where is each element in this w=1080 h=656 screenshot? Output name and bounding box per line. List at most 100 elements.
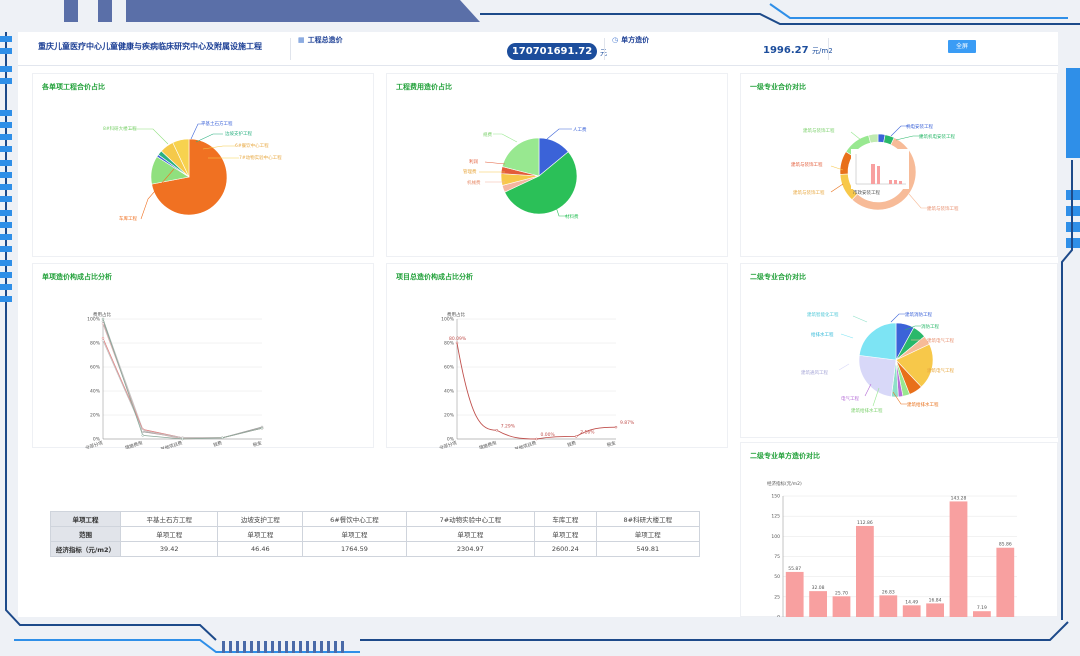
- x-tick-label: 规费: [566, 439, 577, 449]
- panel-item-cost-share: 各单项工程合价占比 车库工程 8#科研大楼工程 平基土石方工程 边坡支护工程 6…: [32, 73, 374, 257]
- pie-label: 建筑电气工程: [927, 367, 954, 374]
- pie-label: 建筑通风工程: [801, 369, 828, 376]
- table-row: 单项工程 平基土石方工程 边坡支护工程 6#餐饮中心工程 7#动物实验中心工程 车库工程 8…: [50, 511, 701, 527]
- y-axis-label: 费用占比: [447, 311, 465, 318]
- line-point: [101, 322, 105, 326]
- bar: [879, 595, 898, 617]
- y-tick-label: 150: [771, 494, 780, 500]
- line-point: [141, 434, 144, 437]
- y-tick-label: 80%: [444, 341, 455, 347]
- unit-cost-value: 1996.27: [763, 45, 809, 56]
- line-series: [102, 318, 263, 440]
- line-point: [614, 425, 618, 429]
- x-tick-label: 措施费用: [478, 439, 497, 449]
- pie-label: 6#餐饮中心工程: [235, 142, 269, 149]
- y-tick-label: 100%: [441, 317, 455, 323]
- panel-item-composition: 单项造价构成占比分析 费用占比 0% 20% 40% 60% 80% 100% 分部分项 措施…: [32, 263, 374, 475]
- table-row-header: 范围: [50, 526, 121, 542]
- pie-chart-item-cost: 车库工程 8#科研大楼工程 平基土石方工程 边坡支护工程 6#餐饮中心工程 7#…: [103, 120, 282, 222]
- y-tick-label: 60%: [90, 365, 101, 371]
- table-cell: 6#餐饮中心工程: [302, 511, 407, 527]
- unit-cost-value-wrap: 1996.27 元/m2: [763, 45, 833, 56]
- table-cell: 549.81: [595, 541, 701, 557]
- table-cell: 单项工程: [217, 526, 304, 542]
- pie-label: 建筑与装饰工程: [927, 205, 959, 212]
- line-point: [101, 336, 105, 340]
- pie-label: 材料费: [565, 213, 579, 220]
- bar-value-label: 112.86: [857, 520, 873, 526]
- divider: [604, 38, 605, 60]
- pie-label: 建筑与装饰工程: [793, 189, 825, 196]
- pie-label: 给排水工程: [811, 331, 834, 338]
- fullscreen-button[interactable]: 全屏: [948, 40, 976, 53]
- y-tick-label: 80%: [90, 341, 101, 347]
- data-label: 2.16%: [580, 429, 595, 435]
- pie-label: 建筑给排水工程: [851, 407, 883, 414]
- bar-value-label: 85.86: [999, 542, 1012, 548]
- panel-title: 一级专业合价对比: [750, 83, 806, 91]
- bar-value-label: 14.49: [905, 599, 918, 605]
- divider: [828, 38, 829, 60]
- y-tick-label: 100: [771, 534, 780, 540]
- pie-slice: [868, 133, 879, 144]
- y-tick-label: 125: [771, 514, 780, 520]
- line-point: [495, 429, 498, 432]
- y-tick-label: 20%: [90, 413, 101, 419]
- divider: [290, 38, 291, 60]
- table-cell: 车库工程: [534, 511, 597, 527]
- total-cost-unit: 元: [600, 48, 607, 58]
- y-tick-label: 20%: [444, 413, 455, 419]
- line-chart-item-composition: 费用占比 0%20%40%60%80%100%分部分项 措施费用 其他项目费 规费 税金…: [84, 311, 265, 475]
- table-cell: 8#科研大楼工程: [595, 511, 701, 527]
- line-point: [181, 437, 184, 441]
- pie-slice: [858, 322, 897, 361]
- bar-value-label: 55.87: [788, 566, 801, 572]
- panel-total-composition: 项目总造价构成占比分析 费用占比 0% 20% 40% 60% 80% 100% 分部分项措…: [386, 263, 728, 453]
- x-tick-label: 其他项目费: [160, 439, 184, 449]
- bar: [973, 611, 991, 617]
- y-tick-label: 75: [774, 554, 780, 560]
- line-point: [575, 435, 578, 438]
- x-tick-label: 其他项目费: [514, 439, 538, 449]
- unit-cost-label: 单方造价: [621, 36, 650, 44]
- pie-label: 机电安装工程: [906, 123, 933, 130]
- pie-label: 电气工程: [841, 395, 859, 402]
- dashboard-frame: 重庆儿童医疗中心儿童健康与疾病临床研究中心及附属设施工程 ▦ 工程总造价 1707…: [18, 32, 1058, 617]
- pie-label: 建筑与装饰工程: [803, 127, 835, 134]
- table-cell: 46.46: [217, 541, 304, 557]
- table-row: 范围 单项工程 单项工程 单项工程 单项工程 单项工程 单项工程: [50, 526, 701, 542]
- header-bar: 重庆儿童医疗中心儿童健康与疾病临床研究中心及附属设施工程 ▦ 工程总造价 1707…: [18, 32, 1058, 66]
- line-series: [456, 342, 617, 440]
- table-cell: 2304.97: [405, 541, 536, 557]
- bar: [856, 525, 874, 617]
- table-cell: 7#动物实验中心工程: [405, 511, 536, 527]
- pie-chart-fee: 人工费 材料费 机械费 管理费 利润 规费: [463, 126, 587, 220]
- pie-label: 建筑机电安装工程: [919, 133, 955, 140]
- table-row-header: 单项工程: [50, 511, 121, 527]
- unit-cost-unit: 元/m2: [812, 47, 833, 55]
- data-label: 9.87%: [620, 420, 635, 426]
- pie-label: 建筑与装饰工程: [791, 161, 823, 168]
- pie-slice: [858, 355, 897, 398]
- pie-label: 管理费: [463, 168, 477, 175]
- pie-chart-level2: 建筑消防工程 消防工程 建筑电气工程 建筑电气工程 建筑给排水工程 建筑给排水工…: [801, 311, 954, 414]
- data-label: 0.00%: [541, 432, 556, 438]
- panel-level2-unit-cost: 二级专业单方造价对比 经济指标(元/m2) 0 25 50 75 100 125 150 55…: [740, 442, 1058, 617]
- table-cell: 1764.59: [302, 541, 407, 557]
- line-point: [141, 429, 144, 432]
- line-series: [102, 318, 263, 439]
- line-series: [102, 323, 263, 440]
- y-tick-label: 50: [774, 574, 780, 580]
- panel-fee-share: 工程费用造价占比 人工费 材料费 机械费 管理费 利润 规费: [386, 73, 728, 257]
- x-tick-label: 税金: [606, 439, 617, 449]
- line-point: [101, 317, 105, 321]
- panel-title: 工程费用造价占比: [396, 83, 452, 91]
- item-index-table: 单项工程 平基土石方工程 边坡支护工程 6#餐饮中心工程 7#动物实验中心工程 车库工程 8…: [50, 511, 701, 557]
- line-point: [535, 437, 538, 441]
- donut-chart-level1: 机电安装工程 建筑机电安装工程 建筑与装饰工程 建筑与装饰工程 建筑与装饰工程 …: [791, 123, 959, 212]
- pie-slice: [504, 151, 578, 215]
- panel-title: 单项造价构成占比分析: [42, 273, 112, 281]
- project-name: 重庆儿童医疗中心儿童健康与疾病临床研究中心及附属设施工程: [38, 42, 262, 51]
- table-cell: 39.42: [119, 541, 219, 557]
- line-point: [260, 426, 264, 430]
